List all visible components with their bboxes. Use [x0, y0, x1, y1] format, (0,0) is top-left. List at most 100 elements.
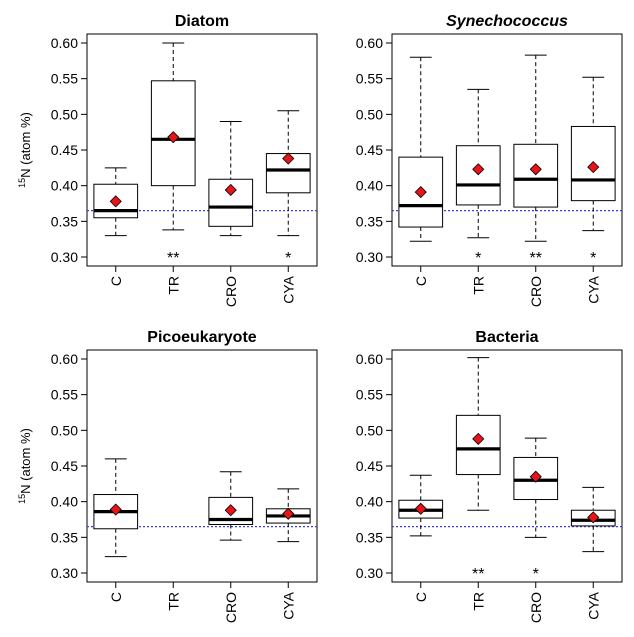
- y-tick-label: 0.50: [356, 106, 383, 122]
- box-tr: **: [150, 42, 196, 267]
- significance-label: **: [530, 250, 542, 267]
- box-cya: [570, 486, 616, 553]
- x-tick-label: TR: [165, 592, 181, 611]
- y-tick-label: 0.30: [356, 249, 383, 265]
- panel-bacteria: Bacteria 0.30 0.35 0.40 0.45 0.50 0.55 0.60 C TR C…: [356, 329, 623, 623]
- x-tick-label: C: [413, 276, 429, 286]
- mean-marker: [472, 432, 485, 445]
- box-cro: [208, 471, 254, 541]
- y-tick-label: 0.45: [51, 142, 78, 158]
- y-tick-label: 0.60: [356, 35, 383, 51]
- y-axis-label-text: N (atom %): [18, 428, 33, 494]
- mean-marker: [224, 504, 237, 517]
- panel-title: Bacteria: [475, 329, 538, 346]
- mean-marker: [472, 163, 485, 176]
- y-tick-label: 0.60: [51, 351, 78, 367]
- box-tr: **: [455, 357, 501, 583]
- box-tr: *: [455, 88, 501, 267]
- significance-label: *: [533, 566, 539, 583]
- box-cro: [208, 120, 254, 237]
- panel-title: Diatom: [175, 13, 229, 30]
- x-tick-label: CYA: [585, 275, 601, 303]
- panel-picoeukaryote: Picoeukaryote 0.30 0.35 0.40 0.45 0.50 0.55 0.6…: [17, 329, 318, 623]
- y-axis-label-text: N (atom %): [18, 112, 33, 178]
- plot-frame: [391, 349, 623, 583]
- x-tick-label: CRO: [223, 592, 239, 623]
- mean-marker: [109, 195, 122, 208]
- y-tick-label: 0.45: [51, 458, 78, 474]
- y-tick-label: 0.35: [356, 213, 383, 229]
- iqr-box: [513, 143, 559, 208]
- box-cro: *: [513, 437, 559, 583]
- panel-synechococcus: Synechococcus 0.30 0.35 0.40 0.45 0.50 0.55 0.6…: [356, 13, 623, 307]
- y-axis-label-superscript: 15: [17, 494, 27, 504]
- y-tick-label: 0.55: [51, 387, 78, 403]
- y-tick-label: 0.55: [51, 71, 78, 87]
- box-cya: [265, 488, 311, 543]
- significance-label: *: [285, 250, 291, 267]
- x-tick-label: CYA: [585, 591, 601, 619]
- mean-marker: [282, 152, 295, 165]
- y-axis-label: 15N (atom %): [17, 428, 33, 504]
- y-tick-label: 0.30: [356, 565, 383, 581]
- x-tick-label: CRO: [528, 276, 544, 307]
- y-tick-label: 0.40: [51, 178, 78, 194]
- y-tick-label: 0.45: [356, 458, 383, 474]
- mean-marker: [587, 511, 600, 524]
- significance-label: *: [475, 250, 481, 267]
- x-tick-label: TR: [165, 276, 181, 295]
- plot-frame: [86, 349, 318, 583]
- y-axis-label-superscript: 15: [17, 178, 27, 188]
- x-tick-label: CRO: [223, 276, 239, 307]
- y-tick-label: 0.55: [356, 387, 383, 403]
- y-axis-label: 15N (atom %): [17, 112, 33, 188]
- y-tick-label: 0.40: [356, 494, 383, 510]
- y-tick-label: 0.50: [51, 106, 78, 122]
- mean-marker: [167, 131, 180, 144]
- box-c: [398, 56, 444, 242]
- mean-marker: [224, 183, 237, 197]
- panel-title: Synechococcus: [446, 13, 568, 30]
- x-tick-label: CRO: [528, 592, 544, 623]
- x-tick-label: C: [108, 276, 124, 286]
- box-cya: *: [570, 76, 616, 267]
- mean-marker: [414, 186, 427, 199]
- mean-marker: [529, 163, 542, 176]
- mean-marker: [587, 161, 600, 174]
- y-tick-label: 0.35: [51, 213, 78, 229]
- box-c: [398, 474, 444, 537]
- y-tick-label: 0.35: [51, 529, 78, 545]
- y-tick-label: 0.40: [356, 178, 383, 194]
- y-tick-label: 0.40: [51, 494, 78, 510]
- y-tick-label: 0.30: [51, 249, 78, 265]
- y-tick-label: 0.35: [356, 529, 383, 545]
- x-tick-label: CYA: [280, 591, 296, 619]
- box-c: [93, 458, 139, 558]
- box-cya: *: [265, 110, 311, 267]
- mean-marker: [282, 507, 295, 520]
- significance-label: *: [590, 250, 596, 267]
- y-tick-label: 0.50: [51, 422, 78, 438]
- x-tick-label: C: [108, 592, 124, 602]
- y-tick-label: 0.55: [356, 71, 383, 87]
- panel-title: Picoeukaryote: [147, 329, 256, 346]
- y-tick-label: 0.50: [356, 422, 383, 438]
- panel-diatom: Diatom 0.30 0.35 0.40 0.45 0.50 0.55 0.60 15N (a…: [17, 13, 318, 307]
- mean-marker: [414, 502, 427, 515]
- iqr-box: [455, 145, 501, 206]
- iqr-box: [208, 178, 254, 227]
- y-tick-label: 0.60: [356, 351, 383, 367]
- mean-marker: [109, 503, 122, 516]
- plot-frame: [86, 33, 318, 267]
- box-cro: **: [513, 54, 559, 267]
- x-tick-label: TR: [470, 276, 486, 295]
- y-tick-label: 0.30: [51, 565, 78, 581]
- x-tick-label: TR: [470, 592, 486, 611]
- box-c: [93, 167, 139, 237]
- y-tick-label: 0.60: [51, 35, 78, 51]
- x-tick-label: CYA: [280, 275, 296, 303]
- x-tick-label: C: [413, 592, 429, 602]
- significance-label: **: [472, 566, 484, 583]
